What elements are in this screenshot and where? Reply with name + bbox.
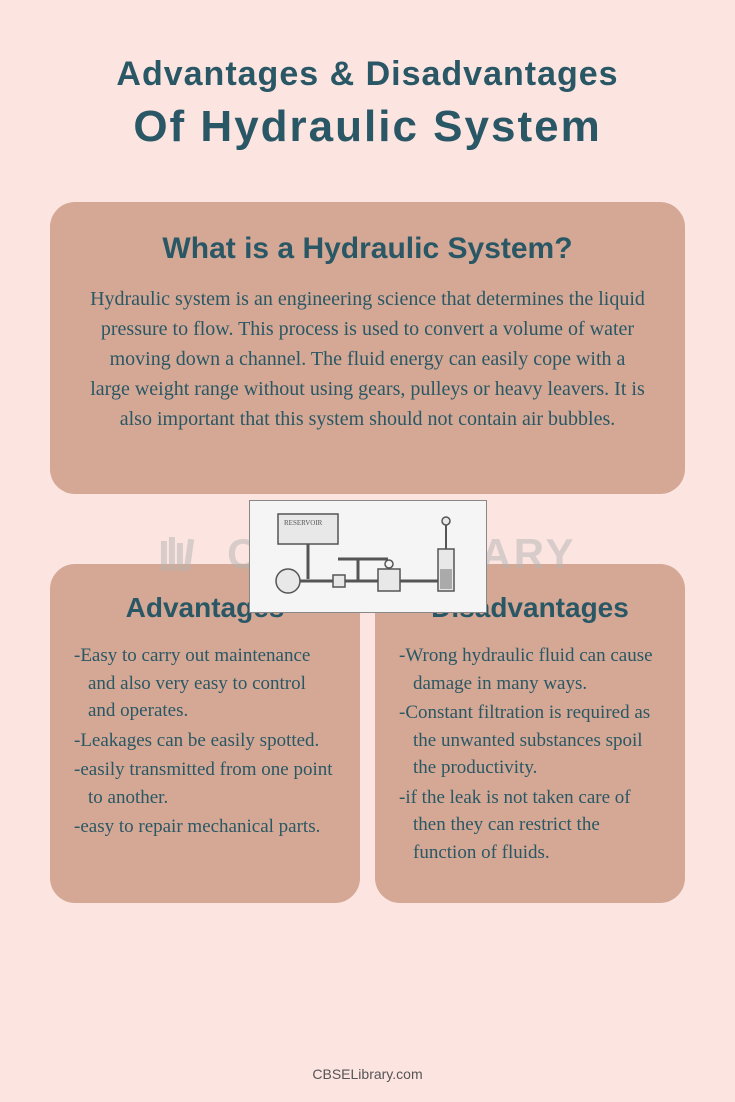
list-item: -Easy to carry out maintenance and also … (74, 642, 336, 725)
footer: CBSELibrary.com (0, 1066, 735, 1082)
footer-text: CBSELibrary.com (312, 1066, 422, 1082)
list-item: -easily transmitted from one point to an… (74, 756, 336, 811)
list-item: -Constant filtration is required as the … (399, 699, 661, 782)
page-header: Advantages & Disadvantages Of Hydraulic … (0, 0, 735, 182)
disadvantages-list: -Wrong hydraulic fluid can cause damage … (399, 642, 661, 866)
list-item: -Leakages can be easily spotted. (74, 727, 336, 755)
title-line1: Advantages & Disadvantages (0, 55, 735, 94)
list-item: -if the leak is not taken care of then t… (399, 784, 661, 867)
intro-title: What is a Hydraulic System? (90, 232, 645, 266)
disadvantages-card: Disadvantages -Wrong hydraulic fluid can… (375, 564, 685, 903)
columns-container: Advantages -Easy to carry out maintenanc… (50, 564, 685, 903)
books-icon (158, 533, 202, 581)
advantages-list: -Easy to carry out maintenance and also … (74, 642, 336, 841)
hydraulic-diagram: RESERVOIR (249, 500, 487, 613)
list-item: -easy to repair mechanical parts. (74, 813, 336, 841)
advantages-card: Advantages -Easy to carry out maintenanc… (50, 564, 360, 903)
title-line2: Of Hydraulic System (0, 102, 735, 152)
intro-text: Hydraulic system is an engineering scien… (90, 284, 645, 434)
reservoir-label: RESERVOIR (284, 519, 323, 527)
list-item: -Wrong hydraulic fluid can cause damage … (399, 642, 661, 697)
intro-card: What is a Hydraulic System? Hydraulic sy… (50, 202, 685, 494)
